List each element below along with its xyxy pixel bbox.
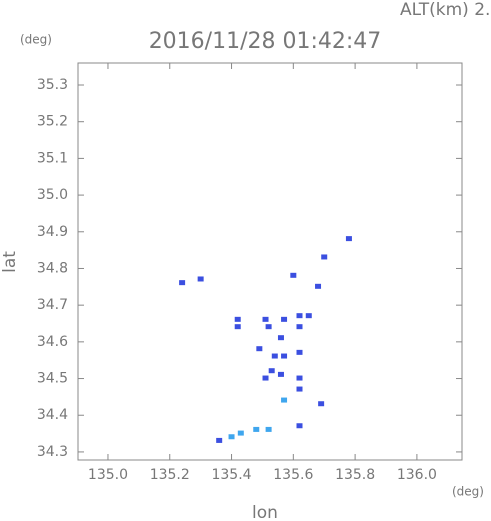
subtitle: ALT(km) 2.0: [400, 0, 491, 20]
echo-point: [315, 283, 322, 289]
y-tick-label: 34.9: [37, 224, 68, 240]
echo-point: [237, 430, 244, 436]
x-tick-label: 136.0: [397, 467, 437, 483]
y-tick-label: 34.7: [37, 297, 68, 313]
y-unit: (deg): [20, 33, 52, 47]
x-tick-label: 135.2: [150, 467, 190, 483]
echo-point: [262, 316, 269, 322]
y-tick-label: 34.5: [37, 371, 68, 387]
echo-point: [345, 236, 352, 242]
echo-point: [305, 313, 312, 319]
echo-point: [281, 397, 288, 403]
echo-point: [277, 371, 284, 377]
x-tick-label: 135.8: [335, 467, 375, 483]
echo-point: [296, 324, 303, 330]
echo-point: [281, 353, 288, 359]
echo-point: [277, 335, 284, 341]
echo-point: [234, 316, 241, 322]
echo-point: [290, 272, 297, 278]
echo-point: [268, 368, 275, 374]
y-tick-label: 34.3: [37, 444, 68, 460]
y-tick-label: 35.3: [37, 77, 68, 93]
echo-point: [296, 349, 303, 355]
echo-point: [179, 280, 186, 286]
x-tick-label: 135.4: [211, 467, 251, 483]
x-tick-label: 135.0: [88, 467, 128, 483]
echo-point: [228, 434, 235, 440]
x-tick-label: 135.6: [273, 467, 313, 483]
echo-point: [321, 254, 328, 260]
echo-point: [265, 426, 272, 432]
y-tick-label: 34.6: [37, 334, 68, 350]
echo-point: [271, 353, 278, 359]
x-unit: (deg): [452, 485, 484, 499]
echo-point: [318, 401, 325, 407]
echo-point: [296, 375, 303, 381]
y-label: lat: [0, 251, 20, 273]
echo-point: [296, 313, 303, 319]
echo-point: [281, 316, 288, 322]
plot-frame: [77, 62, 463, 461]
echo-point: [296, 386, 303, 392]
echo-point: [253, 426, 260, 432]
echo-point: [265, 324, 272, 330]
y-tick-label: 34.8: [37, 260, 68, 276]
echo-point: [256, 346, 263, 352]
echo-point: [262, 375, 269, 381]
echo-point: [234, 324, 241, 330]
chart-title: 2016/11/28 01:42:47: [149, 29, 382, 54]
echo-point: [216, 437, 223, 443]
echo-point: [296, 423, 303, 429]
y-tick-label: 34.4: [37, 407, 68, 423]
x-label: lon: [252, 503, 278, 521]
y-tick-label: 35.1: [37, 150, 68, 166]
y-tick-label: 35.2: [37, 114, 68, 130]
y-tick-label: 35.0: [37, 187, 68, 203]
echo-point: [197, 276, 204, 282]
